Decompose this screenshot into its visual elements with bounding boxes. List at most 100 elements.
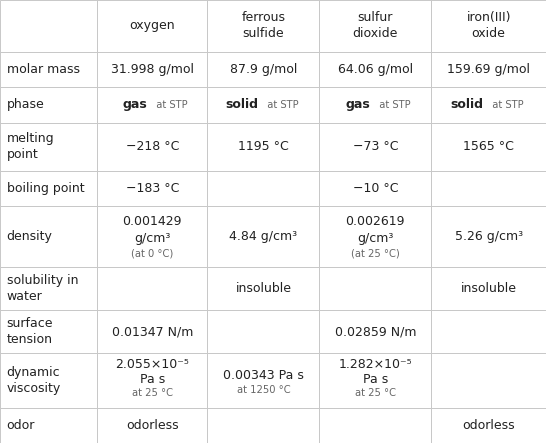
Text: gas: gas <box>345 98 370 112</box>
Bar <box>207 408 319 443</box>
Text: −73 °C: −73 °C <box>353 140 398 153</box>
Text: at STP: at STP <box>486 100 524 110</box>
Bar <box>431 408 546 443</box>
Bar <box>319 0 431 52</box>
Bar <box>97 310 207 354</box>
Bar <box>207 123 319 171</box>
Bar <box>0 267 97 310</box>
Bar <box>97 267 207 310</box>
Text: gas: gas <box>122 98 147 112</box>
Text: (at 0 °C): (at 0 °C) <box>131 249 174 259</box>
Bar <box>97 206 207 267</box>
Bar <box>319 87 431 123</box>
Text: −218 °C: −218 °C <box>126 140 179 153</box>
Bar <box>207 267 319 310</box>
Bar <box>431 0 546 52</box>
Text: at 25 °C: at 25 °C <box>132 389 173 398</box>
Text: 64.06 g/mol: 64.06 g/mol <box>338 63 413 76</box>
Bar <box>207 87 319 123</box>
Text: (at 25 °C): (at 25 °C) <box>351 249 400 259</box>
Text: surface
tension: surface tension <box>7 317 53 346</box>
Text: 5.26 g/cm³: 5.26 g/cm³ <box>455 230 523 243</box>
Bar <box>207 171 319 206</box>
Bar <box>0 0 97 52</box>
Text: at STP: at STP <box>372 100 410 110</box>
Bar <box>431 206 546 267</box>
Text: ferrous
sulfide: ferrous sulfide <box>241 12 286 40</box>
Text: molar mass: molar mass <box>7 63 80 76</box>
Text: 1.282×10⁻⁵: 1.282×10⁻⁵ <box>339 358 412 371</box>
Bar <box>319 310 431 354</box>
Bar <box>207 354 319 408</box>
Text: odorless: odorless <box>126 419 179 432</box>
Bar <box>97 354 207 408</box>
Bar <box>319 171 431 206</box>
Bar <box>207 0 319 52</box>
Bar <box>97 408 207 443</box>
Text: odor: odor <box>7 419 35 432</box>
Text: sulfur
dioxide: sulfur dioxide <box>353 12 398 40</box>
Bar <box>319 267 431 310</box>
Text: solubility in
water: solubility in water <box>7 274 78 303</box>
Bar <box>431 87 546 123</box>
Bar <box>97 171 207 206</box>
Text: 4.84 g/cm³: 4.84 g/cm³ <box>229 230 298 243</box>
Bar <box>0 87 97 123</box>
Text: at 1250 °C: at 1250 °C <box>236 385 290 395</box>
Text: 1565 °C: 1565 °C <box>463 140 514 153</box>
Text: solid: solid <box>225 98 258 112</box>
Text: at STP: at STP <box>150 100 187 110</box>
Bar <box>207 310 319 354</box>
Text: 87.9 g/mol: 87.9 g/mol <box>230 63 297 76</box>
Bar <box>431 123 546 171</box>
Text: insoluble: insoluble <box>461 282 517 295</box>
Text: melting
point: melting point <box>7 132 54 161</box>
Text: 159.69 g/mol: 159.69 g/mol <box>447 63 530 76</box>
Text: phase: phase <box>7 98 44 112</box>
Text: Pa s: Pa s <box>363 373 388 386</box>
Bar <box>97 123 207 171</box>
Text: 0.02859 N/m: 0.02859 N/m <box>335 325 416 338</box>
Bar <box>97 0 207 52</box>
Text: 1195 °C: 1195 °C <box>238 140 289 153</box>
Bar <box>0 310 97 354</box>
Bar <box>0 354 97 408</box>
Text: iron(III)
oxide: iron(III) oxide <box>466 12 511 40</box>
Bar <box>207 206 319 267</box>
Text: odorless: odorless <box>462 419 515 432</box>
Text: density: density <box>7 230 52 243</box>
Text: 0.002619: 0.002619 <box>346 214 405 228</box>
Text: at STP: at STP <box>261 100 298 110</box>
Bar <box>319 123 431 171</box>
Bar <box>431 171 546 206</box>
Bar <box>319 52 431 87</box>
Bar <box>319 408 431 443</box>
Bar <box>0 206 97 267</box>
Text: 31.998 g/mol: 31.998 g/mol <box>111 63 194 76</box>
Text: at 25 °C: at 25 °C <box>355 389 396 398</box>
Bar <box>431 267 546 310</box>
Text: g/cm³: g/cm³ <box>357 232 394 245</box>
Bar <box>319 354 431 408</box>
Bar <box>97 87 207 123</box>
Text: 0.001429: 0.001429 <box>123 214 182 228</box>
Bar <box>0 171 97 206</box>
Text: solid: solid <box>450 98 483 112</box>
Text: boiling point: boiling point <box>7 182 84 195</box>
Text: 2.055×10⁻⁵: 2.055×10⁻⁵ <box>115 358 189 371</box>
Text: Pa s: Pa s <box>140 373 165 386</box>
Bar <box>207 52 319 87</box>
Text: 0.01347 N/m: 0.01347 N/m <box>111 325 193 338</box>
Text: −10 °C: −10 °C <box>353 182 398 195</box>
Bar <box>0 408 97 443</box>
Text: insoluble: insoluble <box>235 282 292 295</box>
Bar <box>319 206 431 267</box>
Text: oxygen: oxygen <box>129 19 175 32</box>
Bar <box>0 123 97 171</box>
Bar <box>431 310 546 354</box>
Text: 0.00343 Pa s: 0.00343 Pa s <box>223 369 304 381</box>
Bar <box>97 52 207 87</box>
Bar <box>431 52 546 87</box>
Text: −183 °C: −183 °C <box>126 182 179 195</box>
Bar <box>431 354 546 408</box>
